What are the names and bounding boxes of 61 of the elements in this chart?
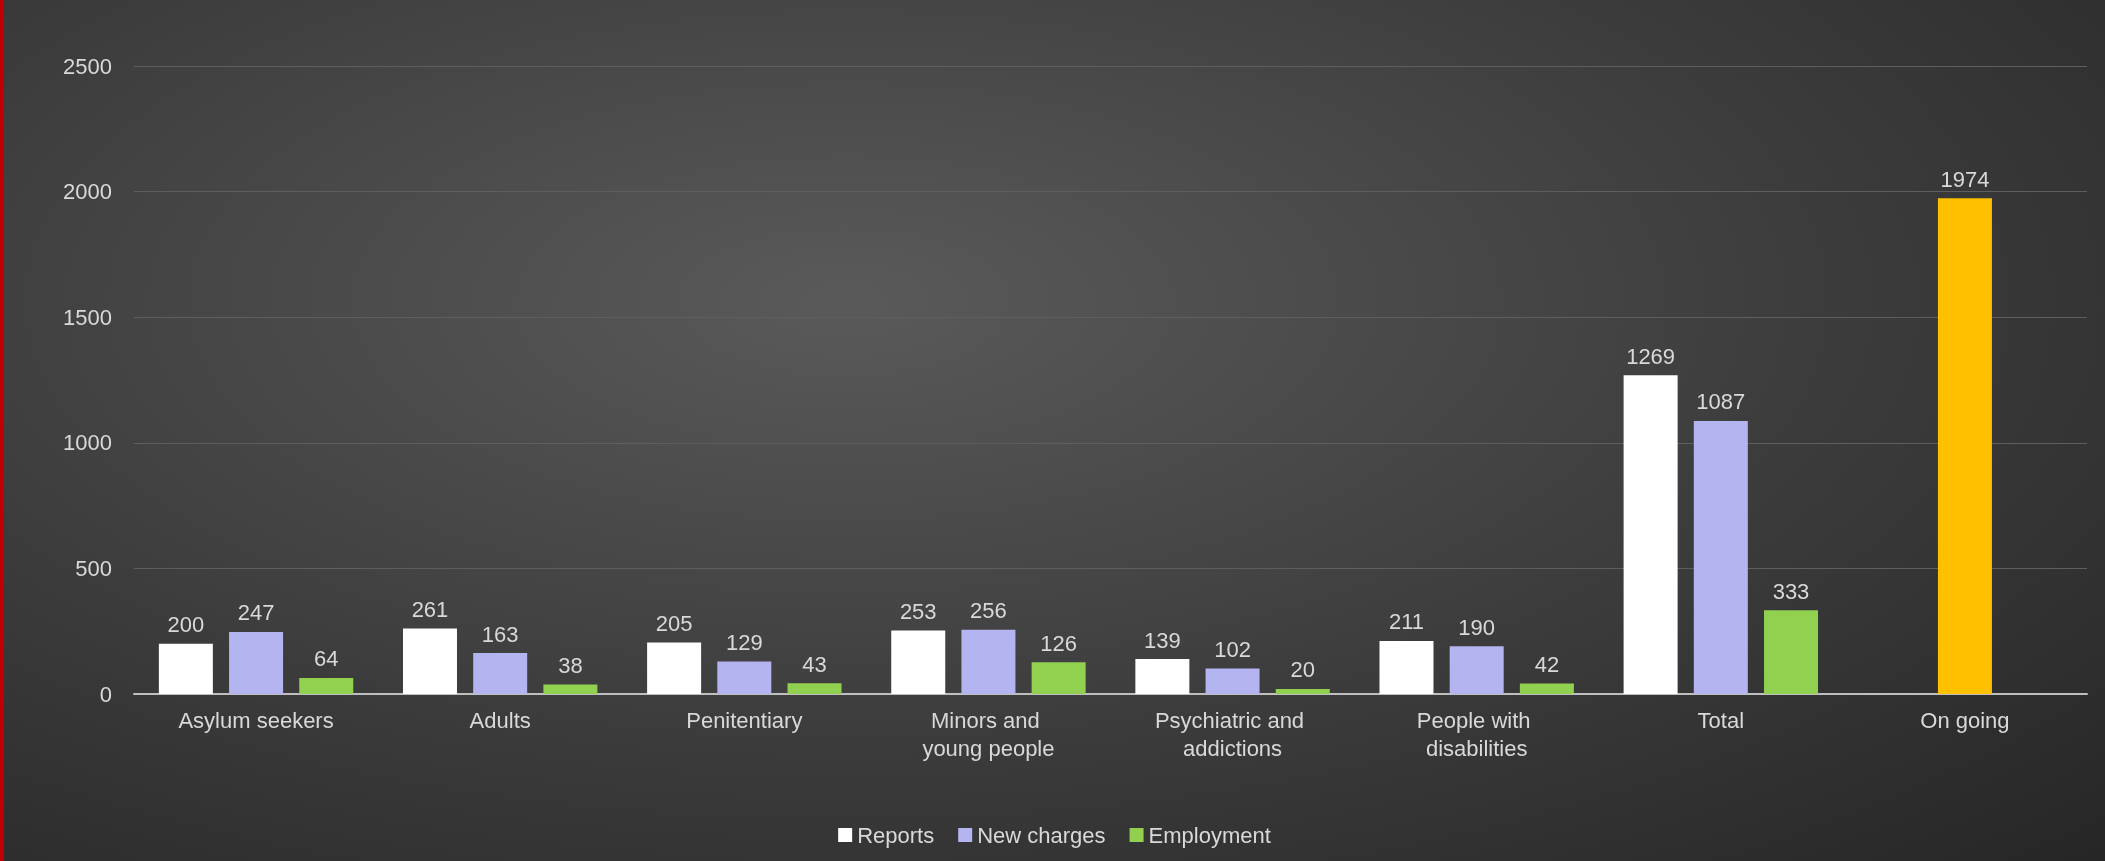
- bar: [402, 628, 457, 694]
- data-label: 163: [481, 621, 519, 647]
- legend-label: Reports: [857, 822, 935, 848]
- legend-label: Employment: [1148, 822, 1271, 848]
- bar: [299, 677, 354, 694]
- data-label: 20: [1290, 657, 1315, 683]
- bar: [1205, 668, 1260, 694]
- bar: [158, 643, 213, 694]
- bar: [1623, 375, 1678, 694]
- bar: [229, 631, 284, 694]
- data-label: 42: [1534, 651, 1560, 677]
- bar: [1135, 659, 1190, 694]
- legend-label: New charges: [977, 822, 1106, 848]
- y-tick-label: 1000: [63, 430, 112, 456]
- data-label: 129: [725, 630, 763, 656]
- data-label: 1269: [1626, 343, 1676, 369]
- bar: [961, 629, 1016, 694]
- y-tick-label: 2000: [63, 179, 112, 205]
- data-label: 200: [167, 612, 205, 638]
- data-label: 64: [314, 646, 339, 672]
- bar: [1693, 420, 1748, 694]
- x-tick-label: Psychiatric and addictions: [1154, 707, 1311, 761]
- bar: [647, 642, 702, 694]
- x-tick-label: Minors and young people: [922, 707, 1055, 761]
- data-label: 256: [970, 598, 1007, 624]
- x-tick-label: Asylum seekers: [178, 707, 334, 733]
- y-tick-label: 2500: [63, 53, 112, 79]
- x-tick-label: Penitentiary: [686, 707, 803, 733]
- data-label: 211: [1388, 609, 1425, 635]
- data-label: 43: [802, 651, 827, 677]
- y-tick-label: 0: [99, 681, 112, 707]
- data-label: 190: [1458, 614, 1496, 640]
- data-label: 253: [899, 598, 937, 624]
- bar: [1379, 641, 1434, 694]
- y-tick-label: 500: [75, 555, 112, 581]
- data-label: 102: [1214, 636, 1251, 662]
- x-tick-label: Adults: [469, 707, 531, 733]
- x-tick-label: Total: [1697, 707, 1745, 733]
- bar: [717, 661, 772, 694]
- bar: [787, 683, 842, 694]
- bar: [1937, 198, 1992, 694]
- bar: [891, 630, 946, 694]
- x-tick-label: People with disabilities: [1416, 707, 1537, 761]
- data-label: 261: [411, 596, 449, 622]
- data-label: 247: [237, 600, 275, 626]
- bar: [1275, 688, 1330, 694]
- bar: [1519, 683, 1574, 694]
- bar: [473, 653, 528, 694]
- bar: [1031, 662, 1086, 694]
- data-label: 205: [655, 611, 693, 636]
- data-label: 126: [1040, 630, 1077, 656]
- bar: [543, 684, 598, 694]
- data-label: 1087: [1696, 389, 1746, 415]
- data-label: 38: [558, 652, 583, 678]
- bar: [1449, 646, 1504, 694]
- data-label: 1974: [1940, 166, 1990, 192]
- data-label: 333: [1772, 578, 1810, 604]
- x-tick-label: On going: [1920, 707, 2010, 733]
- bar: [1764, 610, 1819, 694]
- data-label: 139: [1144, 627, 1181, 653]
- y-tick-label: 1500: [63, 304, 112, 330]
